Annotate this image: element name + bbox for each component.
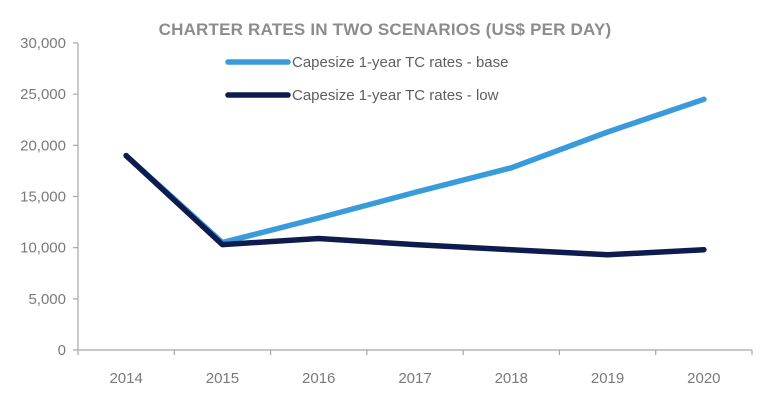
y-tick-label: 15,000 — [20, 189, 66, 206]
data-point — [701, 96, 707, 102]
y-tick-label: 0 — [58, 342, 66, 359]
x-tick-label: 2014 — [109, 370, 142, 387]
data-point — [123, 153, 129, 159]
data-point — [605, 129, 611, 135]
data-point — [219, 242, 225, 248]
legend-label: Capesize 1-year TC rates - base — [292, 54, 508, 71]
y-axis-ticks: 0 5,000 10,000 15,000 20,000 25,000 30,000 — [20, 35, 78, 359]
legend-label: Capesize 1-year TC rates - low — [292, 87, 499, 104]
data-point — [412, 242, 418, 248]
series-line-low — [123, 152, 707, 258]
series-lines — [123, 96, 707, 258]
data-point — [412, 189, 418, 195]
data-point — [508, 165, 514, 171]
y-tick-label: 10,000 — [20, 240, 66, 257]
x-tick-label: 2017 — [398, 370, 431, 387]
x-tick-label: 2018 — [495, 370, 528, 387]
data-point — [701, 247, 707, 253]
x-axis-ticks: 2014 2015 2016 2017 2018 2019 2020 — [77, 350, 753, 387]
data-point — [316, 215, 322, 221]
y-tick-label: 25,000 — [20, 86, 66, 103]
y-tick-label: 20,000 — [20, 137, 66, 154]
series-line-base — [123, 96, 707, 246]
data-point — [508, 247, 514, 253]
chart-title: CHARTER RATES IN TWO SCENARIOS (US$ PER … — [159, 20, 612, 39]
x-tick-label: 2016 — [302, 370, 335, 387]
data-point — [605, 252, 611, 258]
legend: Capesize 1-year TC rates - base Capesize … — [225, 54, 508, 104]
x-tick-label: 2020 — [687, 370, 720, 387]
x-tick-label: 2015 — [206, 370, 239, 387]
y-tick-label: 30,000 — [20, 35, 66, 52]
data-point — [316, 235, 322, 241]
x-tick-label: 2019 — [591, 370, 624, 387]
y-tick-label: 5,000 — [28, 291, 66, 308]
